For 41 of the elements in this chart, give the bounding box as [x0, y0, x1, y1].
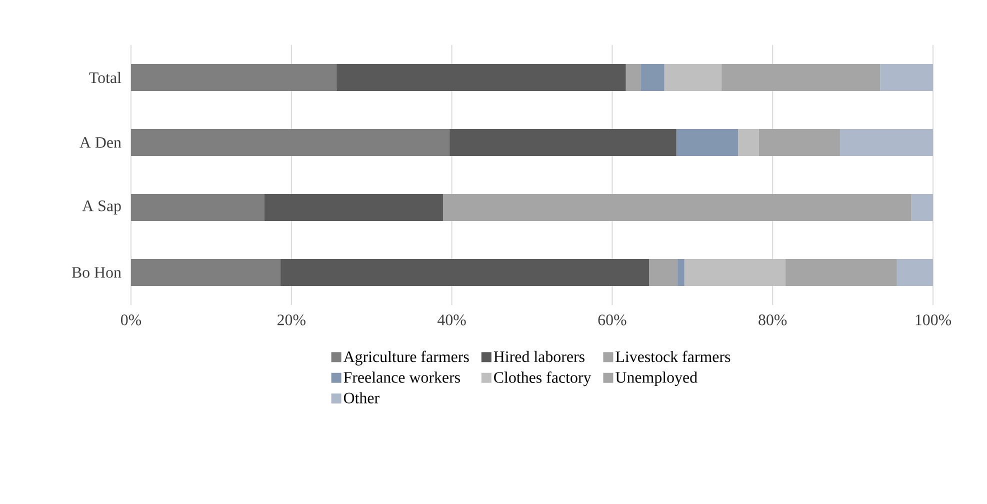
x-tick-label: 100%	[916, 314, 952, 326]
legend-label: Freelance workers	[344, 372, 460, 383]
bar	[449, 128, 676, 156]
bar	[640, 64, 664, 91]
legend-label: Livestock farmers	[616, 350, 730, 362]
bar	[626, 64, 640, 91]
bar	[721, 64, 880, 91]
y-tick-label: Total	[89, 72, 122, 84]
y-tick-label: A Den	[80, 137, 122, 148]
bar	[131, 128, 450, 156]
x-tick-label: 80%	[758, 314, 787, 326]
y-tick-label: A Sap	[82, 200, 121, 214]
bar	[131, 259, 280, 286]
legend-label: Hired laborers	[494, 350, 584, 362]
bar	[131, 64, 336, 91]
x-tick-label: 20%	[277, 314, 306, 326]
bar	[676, 128, 738, 156]
bar	[684, 259, 786, 286]
bar	[264, 194, 443, 221]
bar	[131, 194, 264, 221]
bar	[911, 194, 934, 221]
y-tick-label: Bo Hon	[72, 267, 122, 278]
bar	[677, 259, 684, 286]
bar	[840, 128, 934, 156]
legend-label: Agriculture farmers	[343, 350, 469, 366]
bar	[758, 128, 840, 156]
bar	[336, 64, 626, 91]
x-tick-label: 60%	[598, 314, 626, 326]
bar	[785, 259, 897, 286]
bar	[664, 64, 722, 91]
bar	[738, 128, 759, 156]
x-tick-label: 0%	[120, 314, 142, 326]
bar	[649, 259, 678, 286]
x-tick-label: 40%	[438, 314, 466, 326]
legend-label: Other	[344, 392, 380, 404]
legend-label: Unemployed	[616, 372, 698, 386]
bar	[442, 194, 912, 221]
bar	[896, 259, 934, 286]
bar	[880, 64, 934, 91]
legend-label: Clothes factory	[494, 371, 592, 386]
bar	[280, 259, 650, 286]
